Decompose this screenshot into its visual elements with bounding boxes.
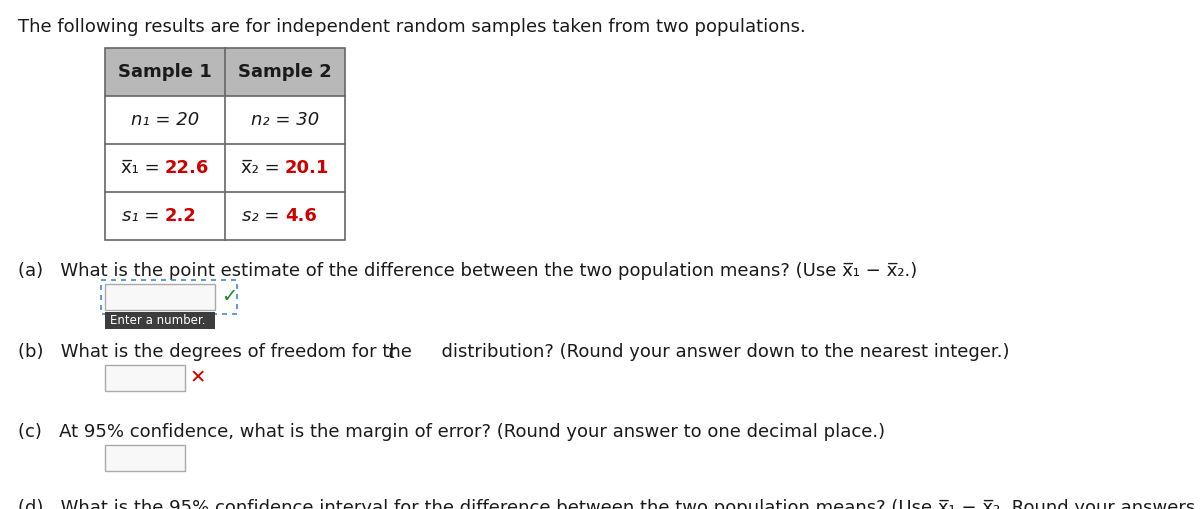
Text: x̅₂ =: x̅₂ = [241,159,286,177]
Text: 22.6: 22.6 [166,159,209,177]
Text: s₂ =: s₂ = [241,207,286,225]
Text: n₂ = 30: n₂ = 30 [251,111,319,129]
Text: Sample 1: Sample 1 [118,63,212,81]
Text: 20.1: 20.1 [286,159,329,177]
Text: (c)   At 95% confidence, what is the margin of error? (Round your answer to one : (c) At 95% confidence, what is the margi… [18,423,886,441]
Bar [101,280,238,314]
Bar [106,365,185,391]
Bar [106,445,185,471]
Text: (b)   What is the degrees of freedom for the       distribution? (Round your ans: (b) What is the degrees of freedom for t… [18,343,1009,361]
Text: n₁ = 20: n₁ = 20 [131,111,199,129]
Text: The following results are for independent random samples taken from two populati: The following results are for independen… [18,18,805,36]
Text: s₁ =: s₁ = [121,207,166,225]
Bar [106,48,346,96]
Text: t: t [388,344,395,362]
Text: Enter a number.: Enter a number. [110,314,205,327]
Text: 4.6: 4.6 [286,207,317,225]
Text: x̅₁ =: x̅₁ = [121,159,166,177]
Text: Sample 2: Sample 2 [238,63,332,81]
Text: (a)   What is the point estimate of the difference between the two population me: (a) What is the point estimate of the di… [18,262,917,280]
Text: 2.2: 2.2 [166,207,197,225]
Text: ✓: ✓ [221,288,238,306]
Text: ✕: ✕ [190,369,206,387]
Bar [106,48,346,240]
Bar [106,312,215,329]
Text: (d)   What is the 95% confidence interval for the difference between the two pop: (d) What is the 95% confidence interval … [18,499,1200,509]
Bar [106,284,215,310]
